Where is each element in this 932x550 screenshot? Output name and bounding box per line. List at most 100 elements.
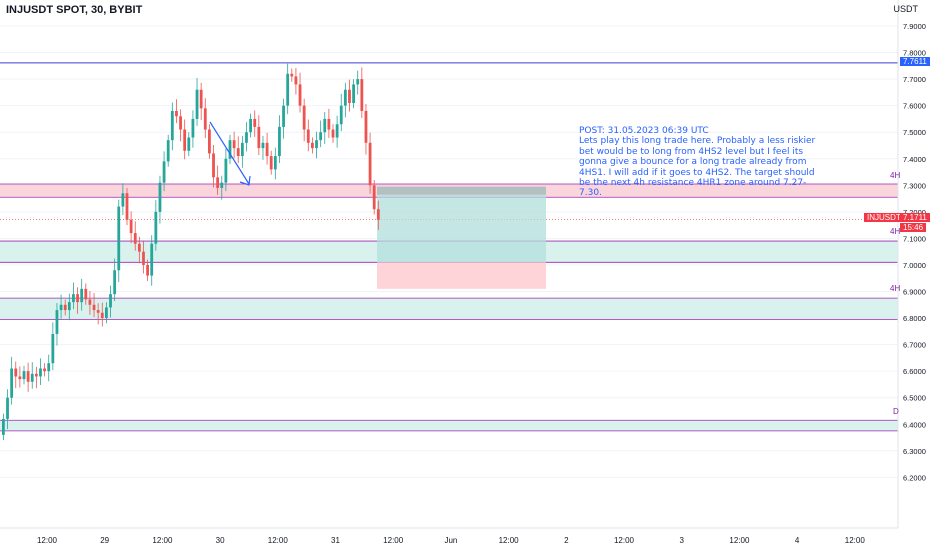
candle-body xyxy=(343,89,347,106)
candle-body xyxy=(265,142,269,157)
candle-body xyxy=(154,211,158,244)
y-tick-label: 7.9000 xyxy=(903,22,926,31)
long-position-tool xyxy=(377,186,546,289)
candle-body xyxy=(195,89,199,119)
y-tick-label: 6.5000 xyxy=(903,394,926,403)
candle-body xyxy=(220,182,224,188)
y-tick-label: 7.6000 xyxy=(903,102,926,111)
y-tick-label: 6.6000 xyxy=(903,367,926,376)
candle-body xyxy=(76,294,79,303)
candle-body xyxy=(129,219,133,234)
candle-body xyxy=(175,110,178,117)
x-tick-label: 2 xyxy=(564,536,569,545)
trend-arrow xyxy=(209,121,251,186)
candle-body xyxy=(348,89,351,103)
trade-note: POST: 31.05.2023 06:39 UTC Lets play thi… xyxy=(579,126,819,199)
candle-body xyxy=(273,156,277,170)
y-tick-label: 7.8000 xyxy=(903,49,926,58)
candle-body xyxy=(10,368,14,398)
candle-body xyxy=(212,153,215,178)
x-tick-label: 29 xyxy=(100,536,109,545)
candles xyxy=(2,63,380,441)
position-entry-band xyxy=(377,186,546,195)
y-tick-label: 7.0000 xyxy=(903,261,926,270)
candle-body xyxy=(208,129,211,154)
candle-body xyxy=(34,373,38,377)
candle-body xyxy=(327,118,331,130)
candle-body xyxy=(92,304,96,311)
zone-label-4hr1: 4H xyxy=(890,171,901,180)
zone-label-daily: D xyxy=(893,407,899,416)
chart-title: INJUSDT SPOT, 30, BYBIT xyxy=(6,4,143,16)
candle-body xyxy=(249,118,252,133)
y-tick-label: 6.8000 xyxy=(903,314,926,323)
candle-body xyxy=(125,193,129,220)
candle-body xyxy=(142,251,145,265)
candle-body xyxy=(232,140,236,149)
candle-body xyxy=(228,140,232,159)
candle-body xyxy=(162,161,166,183)
candle-body xyxy=(253,118,257,127)
candle-body xyxy=(323,118,327,133)
candle-body xyxy=(47,363,51,372)
candle-body xyxy=(166,140,170,162)
candle-body xyxy=(96,310,100,313)
x-tick-label: Jun xyxy=(444,536,457,545)
candle-body xyxy=(245,132,248,143)
candle-body xyxy=(356,79,360,85)
y-tick-label: 7.2000 xyxy=(903,208,926,217)
candle-body xyxy=(306,129,310,143)
candle-body xyxy=(137,243,141,252)
y-tick-label: 6.4000 xyxy=(903,420,926,429)
candle-body xyxy=(84,288,88,300)
candle-body xyxy=(368,142,372,186)
candle-body xyxy=(133,233,137,244)
candle-body xyxy=(216,177,220,188)
x-tick-label: 12:00 xyxy=(152,536,173,545)
candle-body xyxy=(302,105,306,130)
candle-body xyxy=(298,84,302,106)
candle-body xyxy=(331,129,335,138)
y-tick-label: 6.9000 xyxy=(903,288,926,297)
candle-body xyxy=(257,126,261,149)
note-body: Lets play this long trade here. Probably… xyxy=(579,136,819,199)
candle-body xyxy=(339,105,343,125)
candle-body xyxy=(150,243,154,276)
candle-body xyxy=(372,185,376,210)
candle-body xyxy=(191,118,195,138)
candle-body xyxy=(26,371,30,382)
note-date: POST: 31.05.2023 06:39 UTC xyxy=(579,126,709,136)
currency-label: USDT xyxy=(893,4,919,14)
candle-body xyxy=(376,209,380,220)
x-tick-label: 12:00 xyxy=(268,536,289,545)
x-tick-label: 4 xyxy=(795,536,800,545)
candle-body xyxy=(352,84,355,103)
y-tick-label: 6.3000 xyxy=(903,447,926,456)
candle-body xyxy=(14,368,18,377)
candle-body xyxy=(88,299,92,305)
last-price-tag: 7.1711 xyxy=(900,213,930,222)
x-tick-label: 31 xyxy=(331,536,340,545)
candle-body xyxy=(113,270,117,295)
candle-body xyxy=(364,110,368,143)
x-tick-label: 12:00 xyxy=(499,536,520,545)
candle-body xyxy=(121,193,125,207)
candle-body xyxy=(109,294,112,308)
candle-body xyxy=(22,371,26,380)
candle-body xyxy=(2,418,5,435)
candle-body xyxy=(282,105,285,127)
candle-body xyxy=(278,126,281,157)
candle-body xyxy=(80,288,84,303)
candle-body xyxy=(261,142,265,149)
candle-body xyxy=(199,89,203,109)
position-loss-area xyxy=(377,262,546,289)
candle-body xyxy=(43,368,46,372)
candle-body xyxy=(158,182,162,212)
candle-body xyxy=(63,304,67,311)
candle-body xyxy=(294,76,298,85)
candle-body xyxy=(100,312,104,319)
candle-body xyxy=(187,137,191,151)
candle-body xyxy=(290,73,294,77)
candle-body xyxy=(203,108,207,130)
